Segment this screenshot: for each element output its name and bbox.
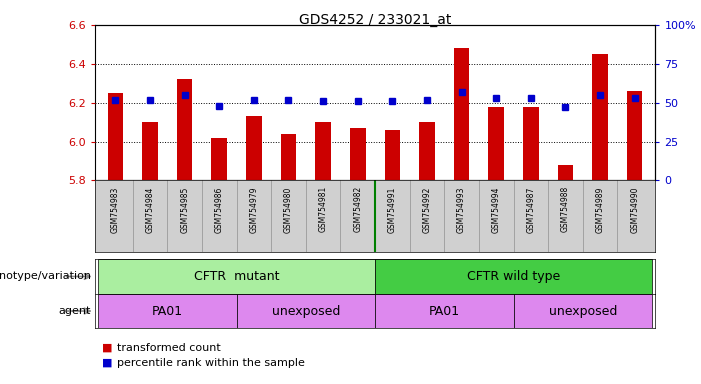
Text: ■: ■ (102, 343, 112, 353)
Bar (627, 91, 642, 180)
Bar (98, 259, 375, 294)
Text: transformed count: transformed count (117, 343, 221, 353)
Text: GSM754984: GSM754984 (146, 186, 154, 233)
Bar (350, 128, 365, 180)
Text: GSM754988: GSM754988 (561, 186, 570, 232)
Bar (108, 93, 123, 180)
Text: GDS4252 / 233021_at: GDS4252 / 233021_at (299, 13, 451, 27)
Bar (375, 259, 652, 294)
Bar (142, 122, 158, 180)
Text: unexposed: unexposed (549, 305, 617, 318)
Text: unexposed: unexposed (271, 305, 340, 318)
Text: ■: ■ (102, 358, 112, 368)
Bar (489, 107, 504, 180)
Text: PA01: PA01 (429, 305, 460, 318)
Bar (212, 138, 227, 180)
Text: GSM754985: GSM754985 (180, 186, 189, 233)
Bar (236, 294, 375, 328)
Text: GSM754991: GSM754991 (388, 186, 397, 233)
Bar (592, 54, 608, 180)
Bar (514, 294, 652, 328)
Text: GSM754992: GSM754992 (423, 186, 431, 233)
Text: percentile rank within the sample: percentile rank within the sample (117, 358, 305, 368)
Text: GSM754994: GSM754994 (491, 186, 501, 233)
Bar (375, 294, 514, 328)
Bar (246, 116, 261, 180)
Text: PA01: PA01 (152, 305, 183, 318)
Text: GSM754982: GSM754982 (353, 186, 362, 232)
Text: GSM754981: GSM754981 (319, 186, 327, 232)
Bar (523, 107, 538, 180)
Text: GSM754986: GSM754986 (215, 186, 224, 233)
Text: GSM754980: GSM754980 (284, 186, 293, 233)
Bar (315, 122, 331, 180)
Bar (98, 294, 236, 328)
Text: CFTR  mutant: CFTR mutant (193, 270, 279, 283)
Text: GSM754979: GSM754979 (250, 186, 259, 233)
Bar (454, 48, 470, 180)
Text: GSM754989: GSM754989 (596, 186, 604, 233)
Text: GSM754983: GSM754983 (111, 186, 120, 233)
Bar (419, 122, 435, 180)
Text: GSM754990: GSM754990 (630, 186, 639, 233)
Text: agent: agent (59, 306, 91, 316)
Text: GSM754987: GSM754987 (526, 186, 536, 233)
Bar (177, 79, 193, 180)
Text: genotype/variation: genotype/variation (0, 271, 91, 281)
Text: CFTR wild type: CFTR wild type (467, 270, 560, 283)
Text: GSM754993: GSM754993 (457, 186, 466, 233)
Bar (557, 165, 573, 180)
Bar (280, 134, 297, 180)
Bar (385, 130, 400, 180)
